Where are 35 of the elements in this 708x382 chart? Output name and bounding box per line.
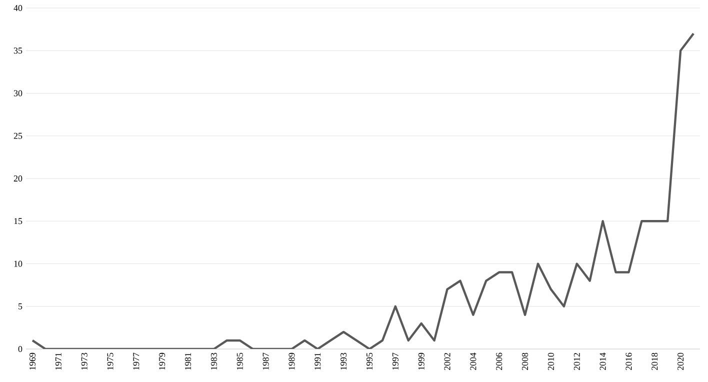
x-tick-label: 2006 [496, 352, 502, 370]
x-tick-label: 1997 [392, 352, 398, 370]
x-tick-label: 1993 [340, 352, 347, 370]
x-tick-label: 2018 [652, 352, 658, 370]
x-tick-label: 1995 [366, 352, 372, 370]
y-tick-label: 20 [14, 175, 22, 182]
x-tick-label: 2014 [600, 352, 606, 370]
x-tick-label: 1973 [81, 352, 88, 370]
x-tick-label: 2002 [444, 353, 450, 370]
x-tick-label: 1981 [184, 353, 192, 370]
y-tick-label: 5 [18, 303, 22, 310]
y-tick-label: 35 [14, 48, 22, 54]
x-tick-label: 2016 [626, 352, 632, 370]
x-tick-label: 1979 [159, 352, 166, 370]
x-tick-label: 2008 [522, 352, 528, 370]
x-tick-label: 2004 [470, 352, 476, 370]
x-tick-label: 1987 [262, 352, 269, 370]
x-tick-label: 1991 [314, 353, 321, 370]
y-tick-label: 15 [14, 218, 22, 224]
x-tick-label: 2012 [574, 353, 580, 370]
y-tick-label: 30 [14, 90, 22, 96]
x-tick-label: 1969 [29, 352, 36, 370]
x-tick-label: 1975 [107, 352, 114, 370]
x-tick-label: 1971 [55, 353, 62, 370]
y-tick-label: 40 [14, 4, 22, 12]
x-tick-label: 1989 [288, 352, 295, 370]
y-tick-label: 0 [18, 346, 22, 352]
x-tick-label: 1999 [418, 352, 424, 370]
x-tick-label: 2020 [678, 352, 684, 370]
y-tick-label: 25 [14, 132, 22, 139]
x-tick-label: 1983 [210, 352, 217, 370]
y-tick-label: 10 [14, 260, 22, 267]
x-tick-label: 1985 [236, 352, 243, 370]
x-tick-label: 1977 [133, 352, 140, 370]
x-tick-label: 2010 [548, 352, 554, 370]
